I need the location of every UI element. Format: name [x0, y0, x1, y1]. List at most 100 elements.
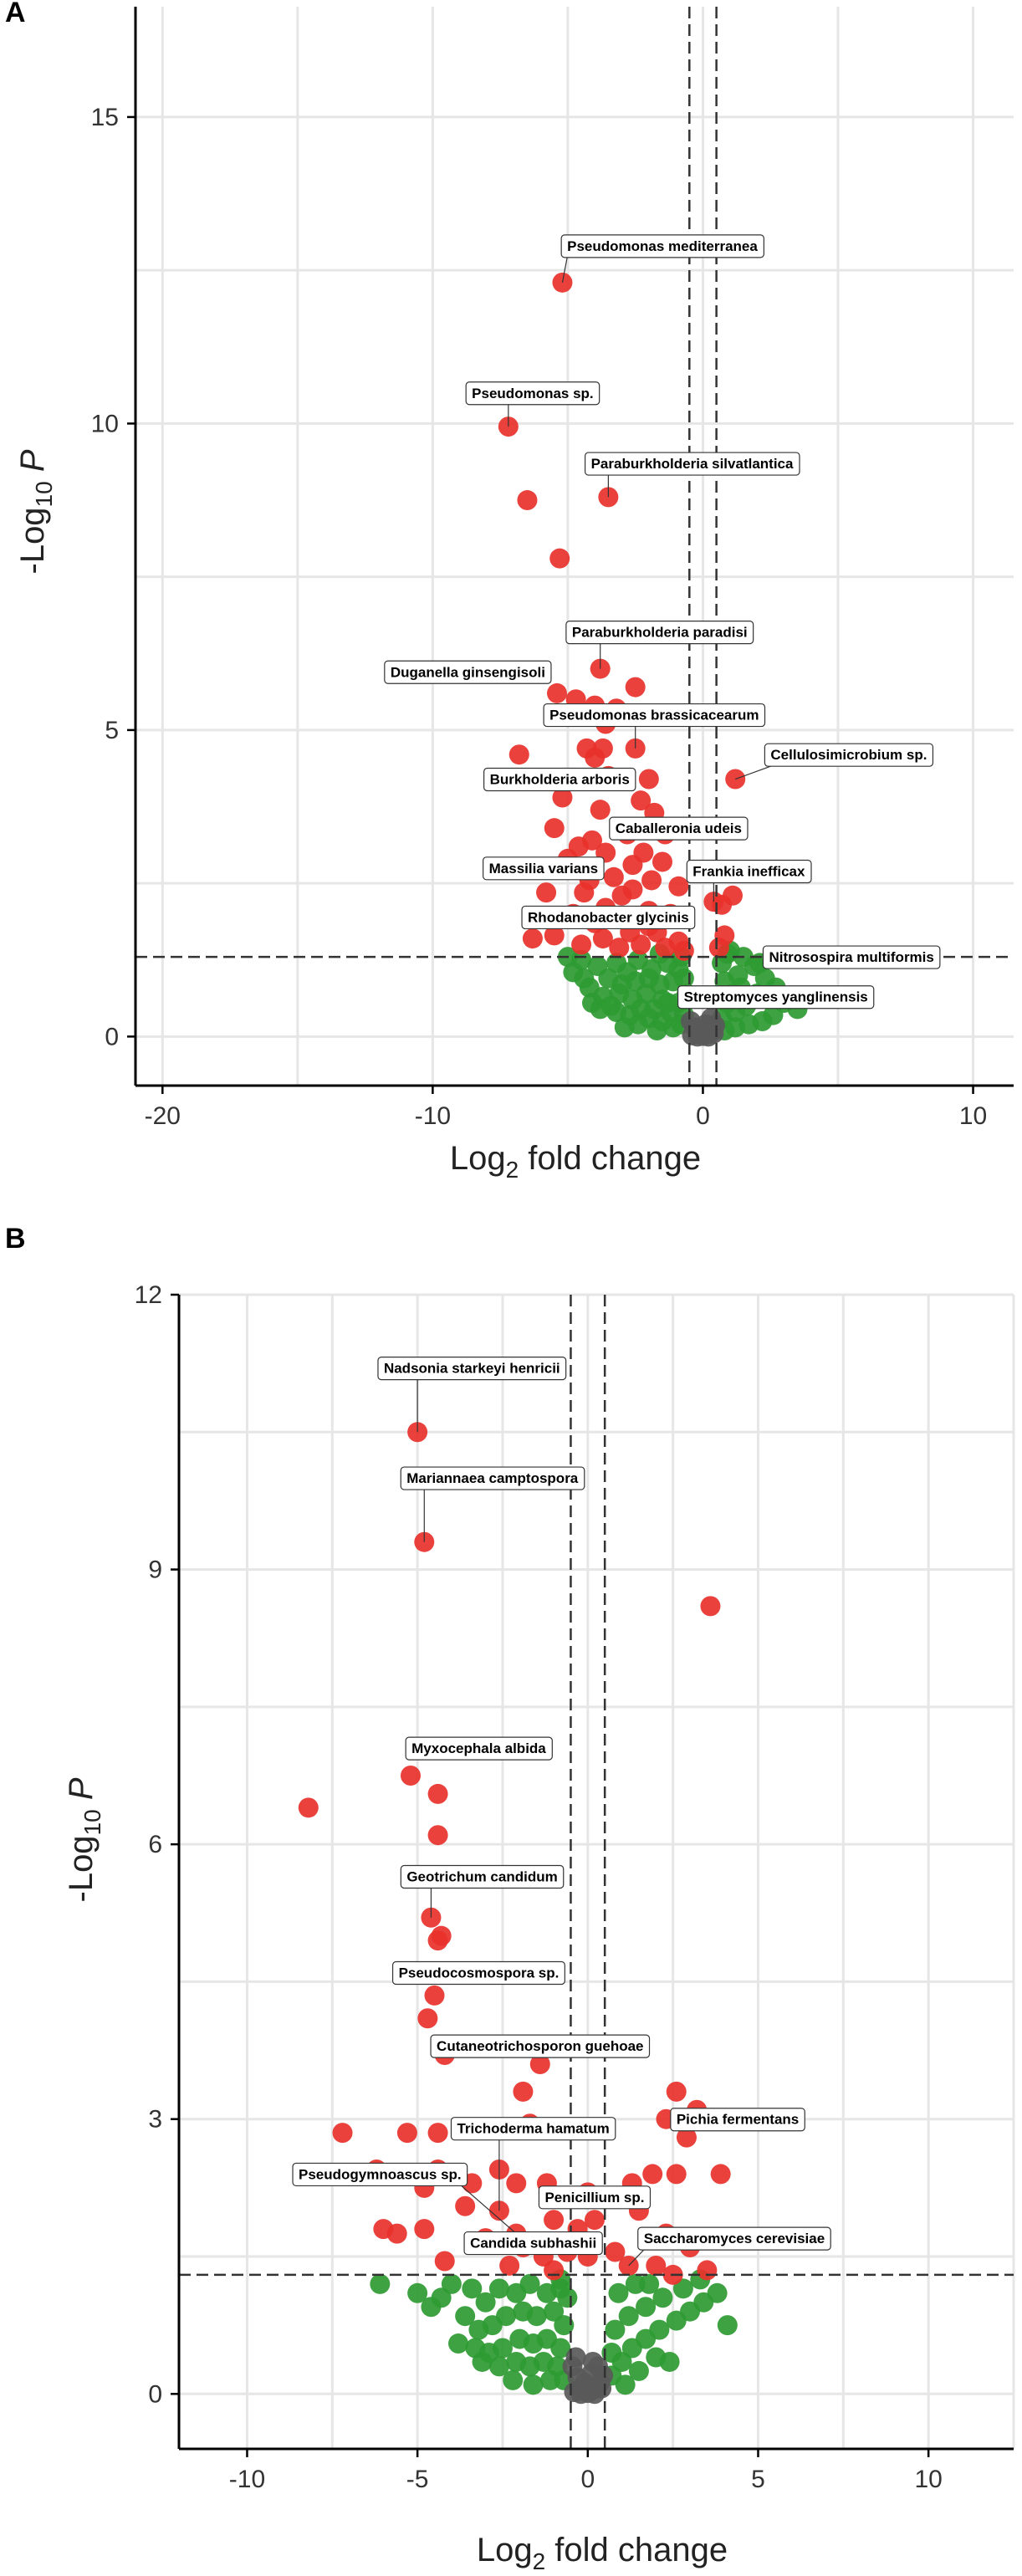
point-significant	[638, 769, 659, 790]
point-significant	[544, 925, 565, 946]
point-label: Paraburkholderia silvatlantica	[584, 452, 800, 498]
point-label: Mariannaea camptospora	[400, 1466, 585, 1542]
point-label: Pseudomonas brassicacearum	[543, 703, 766, 749]
point-significant	[666, 2081, 687, 2102]
x-tick-label: -5	[406, 2466, 429, 2493]
x-tick-label: -20	[145, 1102, 181, 1130]
point-label-leader	[561, 257, 568, 283]
point-p-only	[557, 2287, 578, 2308]
point-p-only	[636, 984, 657, 1004]
point-label: Cellulosimicrobium sp.	[735, 743, 934, 780]
point-label-text: Cellulosimicrobium sp.	[770, 747, 927, 763]
point-label-box	[560, 234, 764, 258]
point-label-text: Pseudomonas sp.	[472, 386, 593, 401]
point-p-only	[455, 2306, 476, 2327]
point-p-only	[496, 2306, 517, 2327]
point-label-box	[483, 856, 605, 881]
point-significant	[584, 2210, 605, 2231]
panel-letter-b: B	[5, 1223, 26, 1255]
point-significant	[434, 2251, 455, 2272]
point-label: Burkholderia arboris	[483, 767, 636, 792]
point-p-only	[544, 2301, 565, 2322]
point-significant	[605, 2241, 626, 2262]
point-label: Geotrichum candidum	[400, 1864, 565, 1918]
point-label: Pseudomonas mediterranea	[560, 234, 764, 283]
point-label-text: Pseudomonas mediterranea	[567, 238, 758, 254]
point-significant	[414, 2219, 435, 2240]
point-label-box	[377, 1357, 567, 1381]
x-axis-title-a: Log2 fold change	[450, 1140, 701, 1183]
point-significant	[666, 2164, 687, 2185]
point-p-only	[659, 2351, 680, 2372]
point-label-box	[430, 2034, 651, 2058]
x-tick-label: 10	[959, 1102, 987, 1130]
point-label: Frankia inefficax	[686, 859, 812, 902]
point-label-text: Pseudocosmospora sp.	[399, 1965, 560, 1981]
y-tick-label: 6	[148, 1831, 162, 1858]
axes-a: -20 -10 0 10 0 5 10 15	[91, 7, 1014, 1130]
point-p-only	[636, 2297, 657, 2318]
x-tick-label: -10	[415, 1102, 451, 1130]
point-significant	[676, 2127, 697, 2148]
point-label-box	[405, 1736, 553, 1761]
point-label: Massilia varians	[483, 856, 605, 881]
point-significant	[592, 928, 613, 949]
point-significant	[571, 934, 592, 955]
point-label-box	[292, 2162, 468, 2187]
y-tick-label: 12	[135, 1281, 162, 1309]
point-label-text: Rhodanobacter glycinis	[528, 909, 689, 925]
point-label: Pichia fermentans	[670, 2108, 805, 2132]
point-p-only	[448, 2333, 469, 2354]
point-label-leader	[628, 2249, 645, 2267]
point-label-box	[565, 621, 754, 645]
point-p-only	[370, 2273, 391, 2294]
point-significant	[712, 894, 733, 915]
point-significant	[386, 2223, 407, 2244]
y-tick-label: 0	[148, 2380, 162, 2408]
point-significant	[499, 2255, 520, 2276]
point-label: Pseudocosmospora sp.	[391, 1960, 565, 1986]
point-label-box	[584, 452, 800, 476]
point-significant	[625, 677, 646, 698]
x-tick-label: 5	[751, 2466, 765, 2493]
axes-b: -10 -5 0 5 10 0 3 6 9 12	[135, 1281, 1014, 2493]
point-p-only	[649, 2319, 670, 2340]
point-significant	[652, 851, 672, 872]
point-p-only	[492, 2338, 513, 2359]
point-label-text: Paraburkholderia silvatlantica	[591, 456, 794, 472]
point-not-significant	[591, 2378, 612, 2399]
point-significant	[549, 548, 570, 569]
point-significant	[631, 790, 652, 811]
y-tick-label: 5	[105, 717, 119, 744]
x-axis-title-b: Log2 fold change	[477, 2532, 728, 2574]
point-significant	[427, 1930, 448, 1951]
point-label: Cutaneotrichosporon guehoae	[430, 2034, 651, 2058]
point-label-box	[400, 1864, 565, 1889]
point-label: Penicillium sp.	[538, 2185, 652, 2210]
y-tick-label: 15	[91, 104, 119, 131]
point-significant	[544, 2210, 565, 2231]
panel-letter-a: A	[5, 0, 26, 28]
point-p-only	[639, 2273, 660, 2294]
point-significant	[631, 934, 652, 955]
y-axis-title-a: -Log10 P	[14, 449, 57, 574]
y-tick-label: 0	[105, 1023, 119, 1050]
point-p-only	[523, 2374, 544, 2395]
point-significant	[544, 2260, 565, 2281]
point-label-box	[463, 2231, 603, 2256]
point-not-significant	[703, 1023, 724, 1044]
point-label-leader	[735, 765, 771, 780]
point-label: Saccharomyces cerevisiae	[628, 2226, 831, 2267]
point-label: Pseudomonas sp.	[465, 381, 600, 427]
point-significant	[529, 2054, 550, 2074]
point-label-box	[543, 703, 766, 728]
point-significant	[611, 885, 632, 906]
point-p-only	[475, 2292, 496, 2313]
point-label-box	[670, 2108, 805, 2132]
point-label-box	[384, 660, 552, 684]
point-p-only	[488, 2356, 509, 2377]
x-tick-label: 10	[914, 2466, 942, 2493]
point-label: Duganella ginsengisoli	[384, 660, 552, 684]
point-significant	[668, 876, 689, 897]
point-p-only	[519, 2273, 540, 2294]
